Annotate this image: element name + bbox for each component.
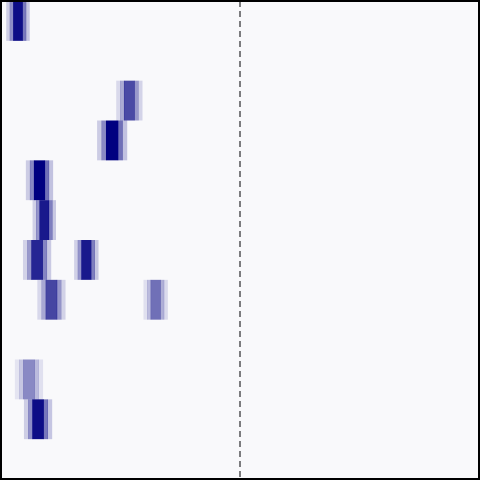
- heatmap-cell-row7-peak8-slice0: [143, 279, 148, 320]
- heatmap-cell-row2-peak1-slice0: [116, 80, 121, 121]
- heatmap-cell-row9-peak9-slice1: [19, 359, 24, 400]
- heatmap-cell-row6-peak5-slice0: [22, 240, 28, 280]
- heatmap-cell-row4-peak3-slice1: [29, 160, 35, 201]
- heatmap-cell-row4-peak3-slice0: [25, 160, 31, 201]
- heatmap-cell-row5-peak4-slice0: [32, 200, 37, 240]
- heatmap-cell-row7-peak8-slice1: [147, 279, 152, 320]
- heatmap-cell-row7-peak7-slice1: [41, 279, 47, 320]
- heatmap-cell-row10-peak10-slice4: [47, 399, 53, 440]
- heatmap-cell-row2-peak1-slice1: [120, 80, 125, 121]
- heatmap-cell-row7-peak7-slice3: [56, 279, 62, 320]
- heatmap-cell-row5-peak4-slice4: [52, 200, 56, 240]
- heatmap-cell-row10-peak10-slice1: [28, 399, 33, 440]
- heatmap-cell-row7-peak7-slice4: [60, 279, 66, 320]
- heatmap-cell-row6-peak5-slice4: [46, 240, 52, 280]
- heatmap-cell-row2-peak1-slice4: [138, 80, 143, 121]
- heatmap-cell-row3-peak2-slice3: [117, 120, 123, 161]
- heatmap-cell-row3-peak2-slice0: [97, 120, 103, 161]
- heatmap-cell-row6-peak6-slice3: [90, 240, 95, 280]
- heatmap-cell-row10-peak10-slice0: [23, 399, 29, 440]
- heatmap-cell-row10-peak10-slice3: [43, 399, 49, 440]
- heatmap-cell-row0-peak0-slice1: [9, 1, 14, 41]
- heatmap-cell-row3-peak2-slice4: [122, 120, 128, 161]
- heatmap-cell-row2-peak1-slice2: [123, 80, 135, 121]
- heatmap-cell-row6-peak6-slice0: [74, 240, 79, 280]
- heatmap-cell-row3-peak2-slice2: [105, 120, 119, 161]
- heatmap-cell-row7-peak7-slice2: [45, 279, 58, 320]
- heatmap-cell-row9-peak9-slice4: [38, 359, 44, 400]
- heatmap-cell-row4-peak3-slice3: [44, 160, 50, 201]
- heatmap-cell-row7-peak8-slice3: [160, 279, 165, 320]
- heatmap-cell-row3-peak2-slice1: [101, 120, 107, 161]
- heatmap-cell-row6-peak6-slice1: [77, 240, 82, 280]
- heatmap-cells: [6, 1, 168, 440]
- heatmap-cell-row9-peak9-slice2: [23, 359, 35, 400]
- heatmap-cell-row4-peak3-slice2: [33, 160, 46, 201]
- heatmap-cell-row7-peak8-slice2: [150, 279, 161, 320]
- heatmap-cell-row6-peak5-slice1: [27, 240, 32, 280]
- heatmap-cell-row2-peak1-slice3: [134, 80, 139, 121]
- heatmap-cell-row0-peak0-slice2: [13, 1, 23, 41]
- heatmap-cell-row9-peak9-slice0: [14, 359, 20, 400]
- heatmap-cell-row5-peak4-slice3: [48, 200, 53, 240]
- heatmap-cell-row6-peak6-slice2: [81, 240, 92, 280]
- heatmap-cell-row6-peak6-slice4: [94, 240, 99, 280]
- heatmap-cell-row0-peak0-slice3: [22, 1, 27, 41]
- heatmap-cell-row6-peak5-slice2: [31, 240, 43, 280]
- heatmap-cell-row4-peak3-slice4: [48, 160, 54, 201]
- heatmap-cell-row0-peak0-slice0: [6, 1, 11, 41]
- heatmap-cell-row10-peak10-slice2: [32, 399, 44, 440]
- heatmap-cell-row9-peak9-slice3: [34, 359, 39, 400]
- heatmap-cell-row0-peak0-slice4: [25, 1, 30, 41]
- heatmap-cell-row7-peak8-slice4: [163, 279, 168, 320]
- heatmap-cell-row5-peak4-slice2: [39, 200, 50, 240]
- heatmap-cell-row7-peak7-slice0: [37, 279, 42, 320]
- heatmap-cell-row6-peak5-slice3: [42, 240, 48, 280]
- heatmap-cell-row5-peak4-slice1: [35, 200, 40, 240]
